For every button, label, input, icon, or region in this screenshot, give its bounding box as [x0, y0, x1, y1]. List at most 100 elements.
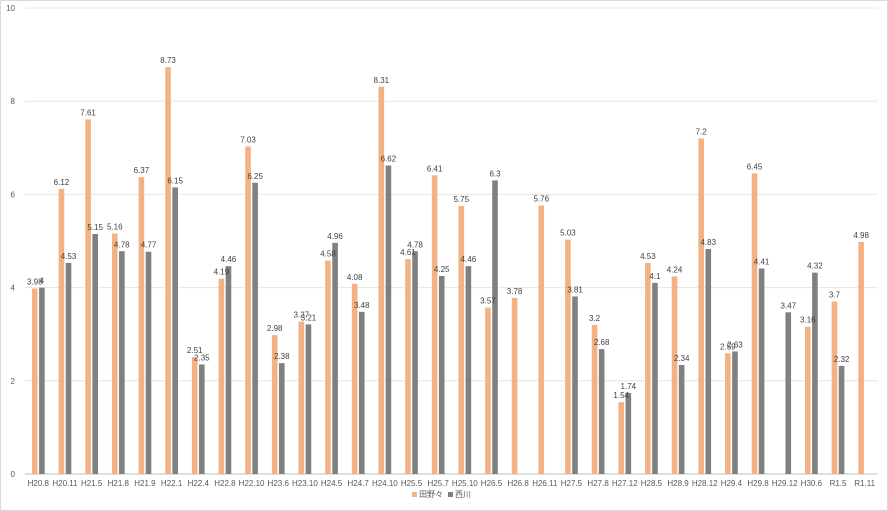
x-tick-label: H29.4 [721, 479, 743, 488]
x-tick-label: H26.11 [532, 479, 558, 488]
bar-series2 [412, 251, 418, 474]
data-label: 2.38 [274, 352, 290, 361]
bar-series2 [145, 251, 152, 474]
legend-swatch-series1 [412, 492, 417, 497]
bar-series2 [572, 296, 578, 474]
x-tick-label: H28.9 [667, 479, 689, 488]
bar-series2 [785, 312, 792, 474]
bar-series1 [138, 177, 145, 474]
data-label: 2.32 [834, 355, 850, 364]
x-tick-label: H28.5 [641, 479, 663, 488]
bar-series1 [858, 241, 864, 474]
bar-series2 [812, 272, 818, 474]
data-label: 4.24 [667, 265, 683, 274]
data-label: 7.61 [80, 108, 96, 117]
bar-series2 [385, 165, 392, 474]
data-label: 5.76 [533, 195, 549, 204]
bar-series1 [698, 138, 704, 475]
bar-series1 [805, 326, 811, 474]
data-label: 4.98 [853, 231, 869, 240]
data-label: 4.53 [640, 252, 656, 261]
bar-series1 [405, 259, 411, 474]
x-tick-label: H24.5 [321, 479, 343, 488]
bar-series2 [225, 266, 232, 474]
x-tick-label: H30.6 [801, 479, 823, 488]
bar-series2 [358, 311, 365, 474]
data-label: 3.48 [354, 301, 370, 310]
data-label: 3.7 [829, 291, 841, 300]
x-tick-label: H20.11 [52, 479, 78, 488]
data-label: 4.1 [649, 272, 661, 281]
data-label: 6.62 [381, 155, 397, 164]
y-tick-label: 6 [11, 190, 16, 199]
data-label: 6.45 [747, 162, 763, 171]
data-label: 7.03 [240, 135, 256, 144]
x-tick-label: H27.12 [612, 479, 638, 488]
bar-series2 [678, 364, 685, 474]
x-tick-label: H21.5 [81, 479, 103, 488]
bar-series1 [245, 146, 251, 475]
legend-label: 田野々 [419, 490, 443, 499]
x-tick-label: H23.10 [292, 479, 318, 488]
data-label: 1.54 [613, 391, 629, 400]
data-label: 4.19 [214, 268, 230, 277]
data-label: 2.35 [194, 353, 210, 362]
x-tick-label: R1.5 [830, 479, 847, 488]
data-label: 4.08 [347, 273, 363, 282]
bar-series2 [252, 182, 258, 474]
bar-series1 [58, 188, 65, 475]
x-axis: H20.8 H20.11 H21.5 H21.8 H21.9 H22.1 H22.4 H22.… [28, 479, 876, 488]
bar-series2 [465, 266, 472, 474]
y-tick-label: 10 [6, 4, 15, 13]
bar-series2 [172, 187, 178, 474]
data-label: 3.21 [301, 313, 317, 322]
y-tick-label: 4 [11, 284, 16, 293]
bar-series1 [831, 301, 838, 474]
bar-series2 [92, 234, 98, 474]
data-label: 4.78 [407, 240, 423, 249]
x-tick-label: H27.5 [561, 479, 583, 488]
data-label: 4.58 [320, 250, 336, 259]
data-label: 4 [40, 277, 45, 286]
bar-series2 [758, 268, 765, 474]
data-label: 6.15 [167, 176, 183, 185]
data-label: 5.16 [107, 223, 123, 232]
data-label: 6.25 [247, 172, 263, 181]
bar-series2 [652, 282, 658, 474]
x-tick-label: H21.9 [134, 479, 156, 488]
data-label: 2.98 [267, 324, 283, 333]
data-label: 4.46 [461, 255, 477, 264]
bar-series1 [511, 297, 518, 474]
bar-series1 [298, 321, 305, 474]
bar-series2 [199, 364, 205, 474]
bar-series2 [598, 349, 605, 474]
bar-series1 [431, 175, 438, 474]
x-tick-label: H22.8 [214, 479, 236, 488]
bar-series2 [65, 262, 72, 474]
data-label: 4.78 [114, 240, 130, 249]
bar-series2 [119, 251, 125, 474]
data-label: 8.31 [374, 76, 390, 85]
data-label: 1.74 [621, 382, 637, 391]
data-label: 4.96 [327, 232, 343, 241]
data-label: 2.63 [727, 340, 743, 349]
bar-series1 [31, 288, 38, 474]
bar-series2 [438, 275, 445, 474]
x-tick-label: H21.8 [108, 479, 130, 488]
data-label: 6.12 [54, 178, 70, 187]
x-tick-label: H24.10 [372, 479, 398, 488]
data-label: 2.34 [674, 354, 690, 363]
x-tick-label: H29.8 [747, 479, 769, 488]
data-label: 8.73 [160, 56, 176, 65]
legend-swatch-series2 [448, 492, 453, 497]
data-label: 4.61 [400, 248, 416, 257]
bar-series2 [705, 248, 712, 474]
data-labels: 3.984 6.12 4.53 7.61 5.15 5.16 4.78 6.37 4.77 8.7… [27, 56, 869, 400]
bar-series1 [271, 335, 278, 474]
data-label: 3.98 [27, 278, 43, 287]
data-label: 4.83 [700, 238, 716, 247]
bar-series1 [538, 205, 545, 475]
data-label: 5.15 [87, 223, 103, 232]
bar-series2 [39, 287, 45, 474]
